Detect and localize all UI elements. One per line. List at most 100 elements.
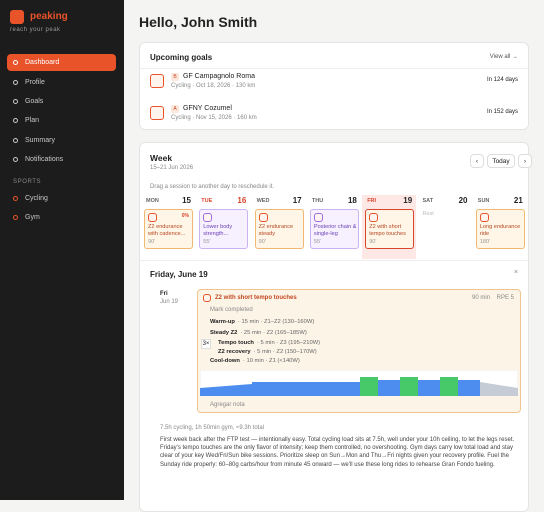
step-detail: · 15 min · Z1–Z2 (130–160W) bbox=[237, 319, 315, 325]
profile-segment bbox=[400, 377, 418, 396]
detail-day: Fri bbox=[160, 291, 168, 297]
session-title: Z2 endurance steady bbox=[258, 224, 294, 237]
session-card[interactable]: Z2 with short tempo touches 90' bbox=[365, 209, 415, 249]
nav-icon bbox=[13, 118, 18, 123]
day-number: 15 bbox=[182, 196, 191, 205]
day-name: TUE bbox=[201, 198, 213, 204]
step: Cool-down · 10 min · Z1 (<140W) bbox=[210, 358, 300, 364]
repeat-badge: 3× bbox=[201, 339, 211, 349]
session-icon bbox=[258, 213, 268, 222]
page: peaking reach your peak SPORTS Dashboard… bbox=[0, 0, 532, 512]
week-range: 15–21 Jun 2026 bbox=[150, 165, 194, 171]
view-all-link[interactable]: View all → bbox=[489, 54, 518, 60]
nav-icon bbox=[13, 80, 18, 85]
nav-item[interactable]: Notifications bbox=[7, 151, 116, 168]
day-column: TUE 16 Lower body strength... 55' bbox=[196, 195, 250, 259]
section-heading: SPORTS bbox=[13, 179, 42, 185]
goal-meta: Cycling · Nov 15, 2026 · 160 km bbox=[171, 115, 257, 121]
goal-icon bbox=[150, 106, 164, 120]
mark-completed[interactable]: Mark completed bbox=[210, 307, 253, 313]
goal-meta: Cycling · Oct 18, 2026 · 130 km bbox=[171, 83, 256, 89]
goals-card: Upcoming goals View all → B GF Campagnolo… bbox=[139, 42, 529, 130]
sport-item[interactable]: Cycling bbox=[7, 190, 116, 207]
profile-segment bbox=[440, 377, 458, 396]
nav-icon bbox=[13, 138, 18, 143]
session-icon bbox=[313, 213, 323, 222]
prev-button[interactable]: ‹ bbox=[470, 154, 484, 168]
notes: First week back after the FTP test — int… bbox=[160, 437, 515, 468]
detail-date: Jun 19 bbox=[160, 299, 179, 305]
nav-icon bbox=[13, 60, 18, 65]
profile-segment bbox=[458, 380, 480, 396]
greeting: Hello, John Smith bbox=[139, 14, 258, 30]
priority-badge: B bbox=[171, 73, 179, 81]
session-detail: Z2 with short tempo touches 90 min RPE 5… bbox=[197, 289, 521, 413]
brand: peaking bbox=[30, 11, 68, 22]
session-card[interactable]: Z2 endurance steady 90' bbox=[254, 209, 304, 249]
step-detail: · 25 min · Z2 (165–185W) bbox=[240, 330, 307, 336]
week-card: Week 15–21 Jun 2026 ‹ Today › Drag a ses… bbox=[139, 142, 532, 512]
day-column: SAT 20 Rest bbox=[418, 195, 472, 259]
session-card[interactable]: Z2 endurance with cadence... 90' 0% bbox=[144, 209, 193, 249]
close-button[interactable]: × bbox=[513, 269, 518, 276]
goal-name: GF Campagnolo Roma bbox=[183, 73, 255, 80]
day-number: 21 bbox=[513, 196, 523, 205]
priority-badge: A bbox=[171, 105, 179, 113]
detail-title: Friday, June 19 bbox=[150, 270, 208, 279]
day-number: 20 bbox=[458, 196, 468, 205]
session-card[interactable]: Lower body strength... 55' bbox=[199, 209, 249, 249]
goal-countdown: In 152 days bbox=[486, 109, 518, 115]
completion-badge: 0% bbox=[181, 213, 189, 219]
session-icon bbox=[479, 213, 489, 222]
day-number: 19 bbox=[403, 196, 413, 205]
session-duration: 55' bbox=[313, 238, 322, 245]
session-card[interactable]: Long endurance ride 180' bbox=[475, 209, 525, 249]
session-duration: 90 min bbox=[471, 295, 490, 301]
day-column: FRI 19 Z2 with short tempo touches 90' bbox=[362, 195, 417, 259]
session-card[interactable]: Posterior chain & single-leg 55' bbox=[309, 209, 359, 249]
card-title: Week bbox=[150, 153, 173, 163]
session-duration: 90' bbox=[148, 238, 156, 245]
day-column: MON 15 Z2 endurance with cadence... 90' 0% bbox=[141, 195, 195, 259]
nav-item[interactable]: Dashboard bbox=[7, 54, 116, 71]
power-profile bbox=[200, 370, 518, 396]
step: Warm-up · 15 min · Z1–Z2 (130–160W) bbox=[210, 319, 314, 325]
step-name: Cool-down bbox=[210, 358, 240, 364]
profile-segment bbox=[480, 382, 518, 396]
nav-item[interactable]: Goals bbox=[7, 93, 116, 110]
step-name: Tempo touch bbox=[218, 340, 254, 346]
step: Tempo touch · 5 min · Z3 (195–210W) bbox=[218, 340, 320, 346]
sport-item[interactable]: Gym bbox=[7, 209, 116, 226]
day-column: WED 17 Z2 endurance steady 90' bbox=[252, 195, 306, 259]
session-icon bbox=[203, 213, 213, 222]
nav-item[interactable]: Plan bbox=[7, 112, 116, 129]
day-name: SUN bbox=[477, 198, 490, 204]
nav-icon bbox=[13, 157, 18, 162]
session-rpe: RPE 5 bbox=[496, 295, 514, 301]
session-title: Z2 endurance with cadence... bbox=[148, 224, 186, 237]
session-duration: 90' bbox=[258, 238, 266, 245]
divider bbox=[140, 260, 528, 261]
rest-label: Rest bbox=[422, 211, 434, 217]
next-button[interactable]: › bbox=[518, 154, 532, 168]
nav-item[interactable]: Profile bbox=[7, 74, 116, 91]
session-duration: 180' bbox=[479, 238, 491, 245]
profile-segment bbox=[378, 380, 400, 396]
summary: 7.5h cycling, 1h 50min gym, ≈9.3h total bbox=[160, 425, 265, 431]
goal-countdown: In 124 days bbox=[486, 77, 518, 83]
step-name: Warm-up bbox=[210, 319, 235, 325]
step-detail: · 5 min · Z2 (150–170W) bbox=[253, 349, 317, 355]
session-title: Z2 with short tempo touches bbox=[369, 224, 406, 237]
today-button[interactable]: Today bbox=[487, 154, 515, 168]
profile-segment bbox=[360, 377, 378, 396]
add-note[interactable]: Agregar nota bbox=[210, 402, 245, 408]
day-column: SUN 21 Long endurance ride 180' bbox=[473, 195, 527, 259]
goal-name: GFNY Cozumel bbox=[183, 105, 232, 112]
day-name: WED bbox=[256, 198, 270, 204]
nav-item[interactable]: Summary bbox=[7, 132, 116, 149]
goal-icon bbox=[150, 74, 164, 88]
card-title: Upcoming goals bbox=[150, 53, 213, 62]
day-column: THU 18 Posterior chain & single-leg 55' bbox=[307, 195, 361, 259]
logo bbox=[10, 10, 24, 24]
tagline: reach your peak bbox=[10, 27, 61, 33]
